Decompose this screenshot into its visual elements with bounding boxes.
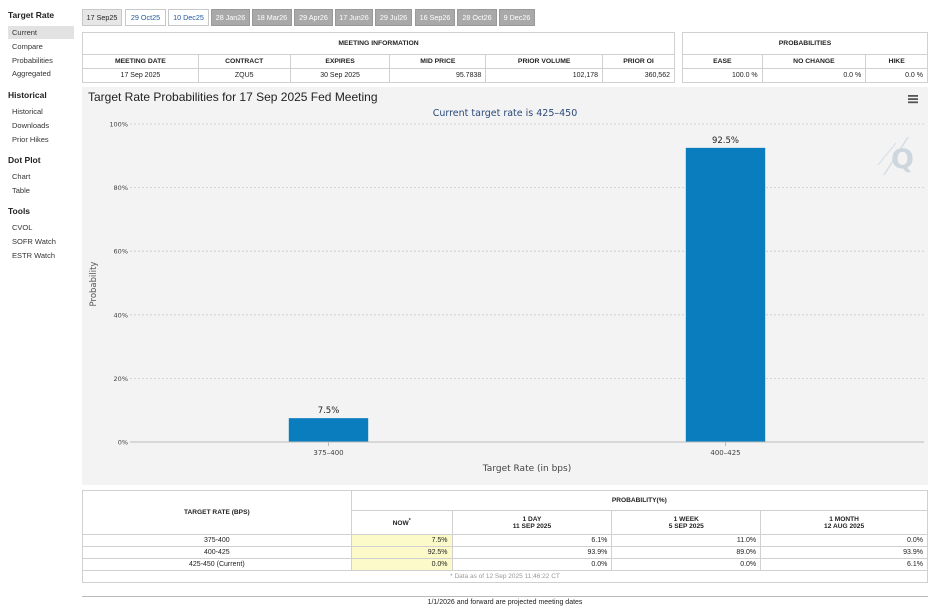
column-header-1-day: 1 DAY 11 SEP 2025 [451, 510, 613, 535]
sidebar-item-compare[interactable]: Compare [12, 42, 43, 51]
sidebar-item-downloads[interactable]: Downloads [12, 121, 50, 130]
column-header-1-month: 1 MONTH 12 AUG 2025 [760, 510, 928, 535]
sidebar-item-current[interactable]: Current [8, 26, 74, 39]
tab-meeting-17-sep25[interactable]: 17 Sep25 [82, 9, 122, 26]
target-rate-column-header: TARGET RATE (BPS) [82, 490, 352, 535]
mid-price-value: 95.7838 [389, 68, 487, 83]
1-month-value-cell: 93.9% [760, 546, 928, 559]
y-axis-label: Probability [89, 262, 99, 307]
column-header-expires: EXPIRES [289, 54, 391, 69]
probability-history-table: TARGET RATE (BPS) PROBABILITY(%) NOW* 1 … [82, 490, 929, 583]
column-header-1-week: 1 WEEK 5 SEP 2025 [611, 510, 762, 535]
meeting-date-value: 17 Sep 2025 [82, 68, 199, 83]
meeting-information-table: MEETING INFORMATION MEETING DATE CONTRAC… [82, 32, 675, 83]
1-week-value-cell: 0.0% [611, 558, 762, 571]
bar-375–400[interactable] [288, 418, 369, 442]
column-header-hike: HIKE [865, 54, 928, 69]
hike-probability-value: 0.0 % [865, 68, 928, 83]
x-tick-label: 400–425 [710, 449, 740, 457]
target-rate-probability-chart: Target Rate Probabilities for 17 Sep 202… [88, 90, 924, 474]
hamburger-menu-icon[interactable] [906, 94, 920, 106]
sidebar-section-dot-plot: Dot Plot [8, 155, 41, 165]
probabilities-title: PROBABILITIES [682, 32, 928, 55]
y-tick-label: 80% [114, 184, 128, 192]
y-tick-label: 40% [114, 311, 128, 319]
1-month-value-cell: 6.1% [760, 558, 928, 571]
sidebar-item-historical[interactable]: Historical [12, 107, 43, 116]
tab-meeting-29-apr26[interactable]: 29 Apr26 [294, 9, 333, 26]
column-header-ease: EASE [682, 54, 763, 69]
no-change-probability-value: 0.0 % [761, 68, 867, 83]
y-tick-label: 0% [118, 439, 128, 447]
chart-subtitle: Current target rate is 425–450 [433, 108, 578, 119]
column-header-prior-volume: PRIOR VOLUME [485, 54, 604, 69]
sidebar-item-sofr-watch[interactable]: SOFR Watch [12, 237, 56, 246]
sidebar-item-cvol[interactable]: CVOL [12, 223, 33, 232]
now-value-cell: 92.5% [350, 546, 453, 559]
meeting-information-title: MEETING INFORMATION [82, 32, 675, 55]
tab-meeting-29-jul26[interactable]: 29 Jul26 [375, 9, 412, 26]
y-tick-label: 60% [114, 248, 128, 256]
target-rate-cell: 400-425 [82, 546, 352, 559]
sidebar-item-table[interactable]: Table [12, 186, 30, 195]
1-day-value-cell: 0.0% [451, 558, 613, 571]
sidebar-nav: Target Rate Current Compare Probabilitie… [0, 0, 78, 615]
y-tick-label: 100% [109, 121, 128, 129]
column-header-mid-price: MID PRICE [389, 54, 487, 69]
prior-oi-value: 360,562 [602, 68, 675, 83]
sidebar-item-aggregated[interactable]: Aggregated [12, 69, 51, 78]
probability-title: PROBABILITY(%) [350, 490, 929, 511]
tab-meeting-16-sep26[interactable]: 16 Sep26 [415, 9, 455, 26]
target-rate-cell: 425-450 (Current) [82, 558, 352, 571]
sidebar-item-chart[interactable]: Chart [12, 172, 31, 181]
tab-meeting-28-oct26[interactable]: 28 Oct26 [457, 9, 497, 26]
chart-panel: Target Rate Probabilities for 17 Sep 202… [82, 87, 928, 485]
column-header-now: NOW* [350, 510, 453, 535]
prior-volume-value: 102,178 [485, 68, 604, 83]
1-day-value-cell: 6.1% [451, 534, 613, 547]
sidebar-section-historical: Historical [8, 90, 47, 100]
now-value-cell: 0.0% [350, 558, 453, 571]
1-week-value-cell: 89.0% [611, 546, 762, 559]
sidebar-section-target-rate: Target Rate [8, 10, 55, 20]
table-row: 425-450 (Current) 0.0% 0.0% 0.0% 6.1% [82, 558, 928, 571]
1-day-value-cell: 93.9% [451, 546, 613, 559]
y-tick-label: 20% [114, 375, 128, 383]
svg-text:Q: Q [891, 144, 914, 175]
tab-meeting-28-jan26[interactable]: 28 Jan26 [211, 9, 250, 26]
tab-meeting-18-mar26[interactable]: 18 Mar26 [252, 9, 292, 26]
x-tick-label: 375–400 [313, 449, 343, 457]
1-month-value-cell: 0.0% [760, 534, 928, 547]
sidebar-section-tools: Tools [8, 206, 31, 216]
target-rate-cell: 375-400 [82, 534, 352, 547]
x-axis-label: Target Rate (in bps) [482, 464, 571, 474]
1-week-value-cell: 11.0% [611, 534, 762, 547]
table-row: 375-400 7.5% 6.1% 11.0% 0.0% [82, 534, 928, 547]
column-header-meeting-date: MEETING DATE [82, 54, 199, 69]
now-value-cell: 7.5% [350, 534, 453, 547]
probabilities-table: PROBABILITIES EASE NO CHANGE HIKE 100.0 … [682, 32, 928, 83]
footer-note: 1/1/2026 and forward are projected meeti… [427, 599, 583, 606]
data-timestamp-note: * Data as of 12 Sep 2025 11:46:22 CT [82, 570, 928, 583]
contract-value: ZQU5 [197, 68, 291, 83]
table-row: 400-425 92.5% 93.9% 89.0% 93.9% [82, 546, 928, 559]
column-header-contract: CONTRACT [197, 54, 291, 69]
bar-data-label: 92.5% [712, 136, 739, 146]
chart-title: Target Rate Probabilities for 17 Sep 202… [88, 90, 378, 104]
tab-meeting-29-oct25[interactable]: 29 Oct25 [125, 9, 166, 26]
sidebar-item-probabilities[interactable]: Probabilities [12, 56, 53, 65]
tab-meeting-17-jun26[interactable]: 17 Jun26 [335, 9, 373, 26]
tab-meeting-10-dec25[interactable]: 10 Dec25 [168, 9, 209, 26]
ease-probability-value: 100.0 % [682, 68, 763, 83]
tab-meeting-9-dec26[interactable]: 9 Dec26 [499, 9, 535, 26]
footer-divider [82, 596, 928, 597]
expires-value: 30 Sep 2025 [289, 68, 391, 83]
column-header-prior-oi: PRIOR OI [602, 54, 675, 69]
column-header-no-change: NO CHANGE [761, 54, 867, 69]
q-logo-icon: Q [877, 136, 914, 176]
bar-data-label: 7.5% [318, 406, 340, 416]
sidebar-item-prior-hikes[interactable]: Prior Hikes [12, 135, 49, 144]
bar-400–425[interactable] [685, 147, 766, 442]
sidebar-item-estr-watch[interactable]: ESTR Watch [12, 251, 56, 260]
